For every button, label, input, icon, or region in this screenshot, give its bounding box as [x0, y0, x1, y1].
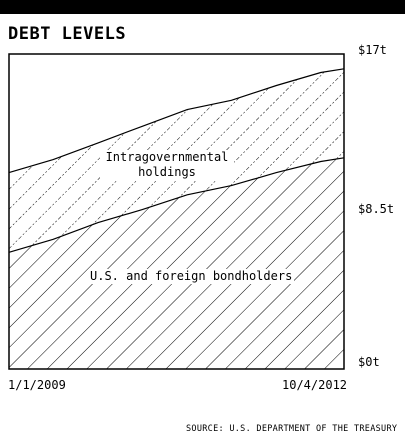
- y-tick-label-max: $17t: [358, 43, 387, 57]
- line-bondholders-top: [8, 157, 345, 253]
- source-note: SOURCE: U.S. DEPARTMENT OF THE TREASURY: [186, 424, 398, 434]
- area-bondholders: [9, 157, 344, 369]
- y-tick-label-mid: $8.5t: [358, 202, 395, 216]
- intragovernmental-label-text: Intragovernmental holdings: [105, 150, 229, 179]
- chart-title: DEBT LEVELS: [8, 24, 127, 44]
- plot-frame: [8, 53, 345, 370]
- top-black-bar: [0, 0, 405, 14]
- label-intragovernmental-holdings: Intragovernmental holdings: [100, 150, 234, 180]
- x-tick-label-start: 1/1/2009: [8, 378, 66, 392]
- x-tick-label-end: 10/4/2012: [282, 378, 348, 392]
- y-tick-label-zero: $0t: [358, 355, 380, 369]
- line-total-debt-top: [8, 68, 345, 174]
- label-bondholders: U.S. and foreign bondholders: [88, 269, 295, 284]
